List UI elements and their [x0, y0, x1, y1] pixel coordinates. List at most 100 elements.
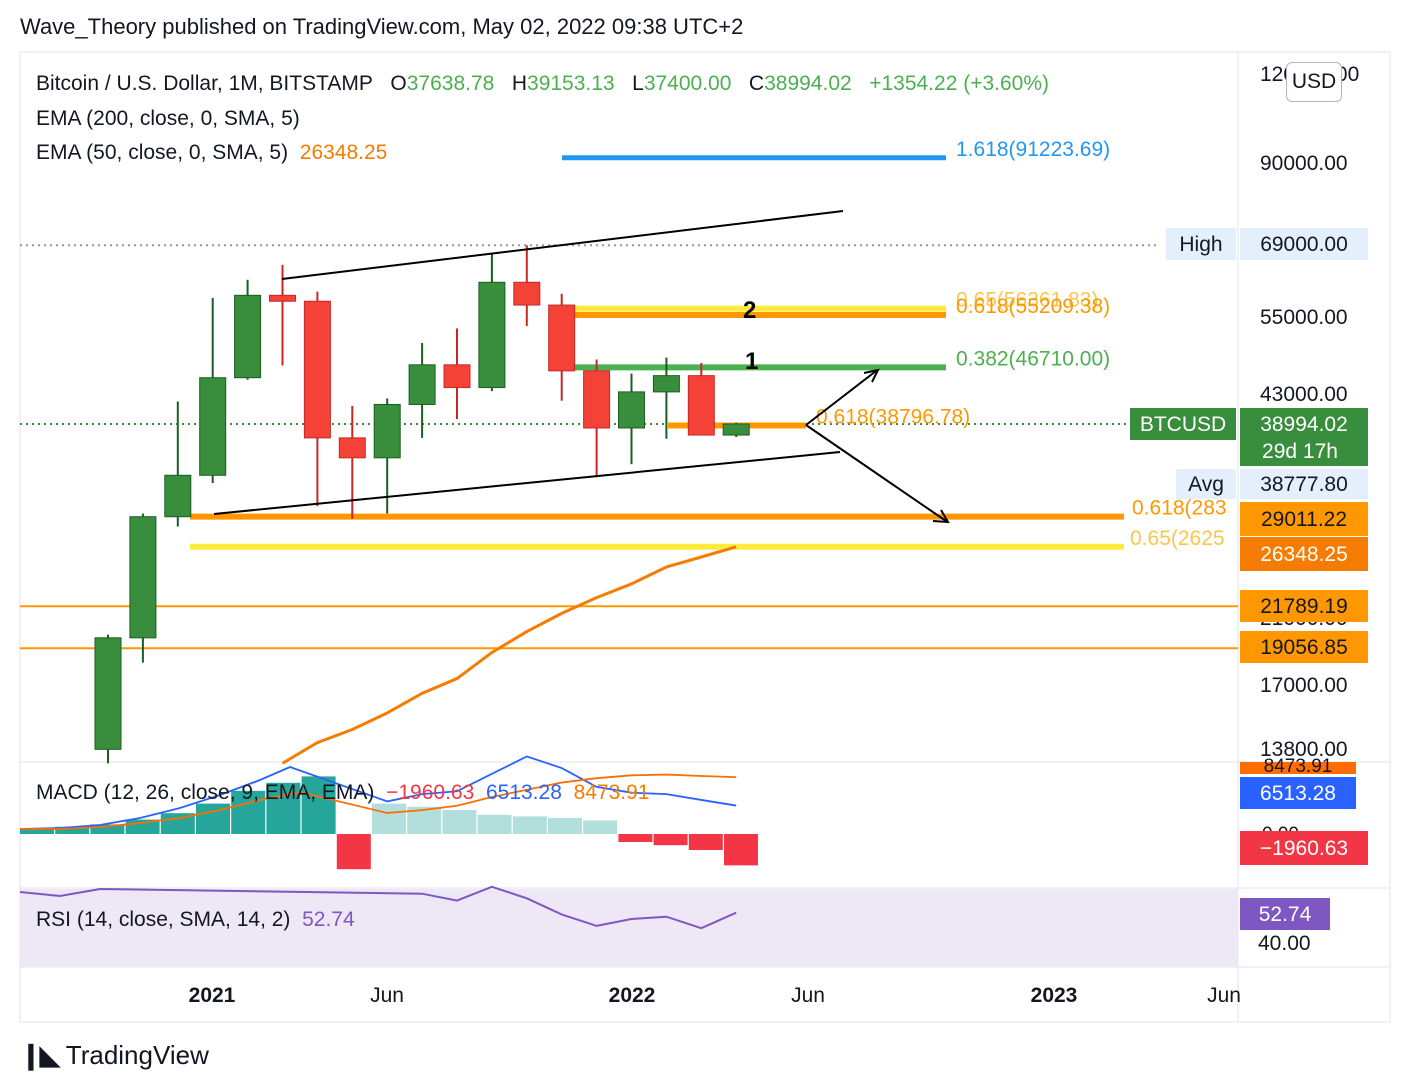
high-tag-box [1166, 228, 1236, 260]
avg-tag-box [1176, 469, 1236, 499]
macd-pane[interactable] [19, 755, 758, 870]
macd-histogram-bar-13 [477, 814, 512, 834]
candle-body-3 [199, 377, 227, 476]
macd-histogram-bar-18 [653, 834, 688, 846]
rsi-line [19, 885, 737, 930]
symbol-tag-text: BTCUSD [1140, 413, 1226, 436]
currency-button[interactable]: USD [1286, 62, 1342, 102]
macd-signal-value: 8473.91 [573, 781, 650, 804]
macd-histogram-bar-12 [442, 810, 477, 834]
tradingview-footer: ❙◣ TradingView [20, 1040, 209, 1071]
candle-body-9 [408, 364, 436, 405]
low-value: 37400.00 [643, 72, 732, 95]
time-tick-4: 2023 [1031, 984, 1078, 1007]
ema50-label: EMA (50, close, 0, SMA, 5) [36, 141, 289, 164]
change-value: +1354.22 (+3.60%) [869, 72, 1050, 95]
macd-signal-tag-box [1240, 762, 1356, 774]
tradingview-logo-icon: ❙◣ [20, 1040, 60, 1070]
macd-histogram-bar-15 [548, 818, 582, 834]
hline-price-tag-0-text: 21789.19 [1260, 595, 1348, 618]
rsi-legend[interactable]: RSI (14, close, SMA, 14, 2) 52.74 [36, 908, 355, 932]
macd-line [19, 755, 737, 830]
time-tick-1: Jun [370, 984, 404, 1007]
time-tick-5: Jun [1207, 984, 1241, 1007]
ema50-legend[interactable]: EMA (50, close, 0, SMA, 5) 26348.25 [36, 141, 387, 165]
fib-label-2: 0.618(55209.38) [956, 295, 1110, 318]
ema50-price-tag-box [1240, 537, 1368, 571]
time-tick-0: 2021 [189, 984, 236, 1007]
avg-tag-text: Avg [1188, 473, 1224, 496]
high-label: H [511, 72, 528, 95]
close-value: 38994.02 [764, 72, 852, 95]
candle-body-16 [652, 375, 680, 393]
price-pane[interactable]: 1.618(91223.69) 0.65(56361.83)0.618(55209… [20, 138, 1238, 765]
candle-body-10 [443, 364, 471, 389]
symbol-tag-box [1130, 408, 1236, 440]
candle-body-8 [373, 403, 401, 459]
lower-trendline [213, 451, 841, 515]
macd-hist-tag-text: −1960.63 [1260, 837, 1348, 860]
price-tick-4: 43000.00 [1260, 383, 1348, 406]
price-tick-1: 90000.00 [1260, 152, 1348, 175]
upper-trendline [281, 210, 844, 280]
high-value-tag-box [1240, 228, 1368, 260]
macd-histogram-bar-16 [583, 820, 618, 834]
candle-body-11 [478, 281, 506, 389]
candle-body-6 [303, 300, 331, 439]
candle-body-0 [94, 637, 122, 750]
macd-histogram-bar-4 [160, 813, 195, 834]
macd-histogram-bar-20 [724, 834, 758, 866]
ema50-price-tag-text: 26348.25 [1260, 543, 1348, 566]
rsi-pane[interactable] [19, 885, 737, 930]
last-price-value: 38994.02 [1260, 413, 1348, 436]
fib-label-6: 0.65(2625 [1130, 527, 1225, 550]
hline-price-tag-1-text: 19056.85 [1260, 636, 1348, 659]
macd-histogram-bar-6 [231, 790, 266, 834]
hline-price-tag-0-box [1240, 590, 1368, 622]
macd-histogram-bar-17 [618, 834, 653, 842]
annotations: 12 [213, 210, 950, 524]
candle-body-4 [234, 294, 262, 379]
down-arrowhead [932, 509, 950, 524]
wave-label-2: 2 [743, 297, 756, 324]
macd-histogram-bar-8 [301, 776, 336, 834]
ema200-legend[interactable]: EMA (200, close, 0, SMA, 5) [36, 107, 300, 131]
macd-legend[interactable]: MACD (12, 26, close, 9, EMA, EMA) −1960.… [36, 781, 649, 805]
fib-label-0: 1.618(91223.69) [956, 138, 1110, 161]
fib-price-tag-box [1240, 502, 1368, 536]
macd-hist-tag-box [1240, 831, 1368, 865]
fib-label-1: 0.65(56361.83) [956, 289, 1098, 312]
price-tick-6: 17000.00 [1260, 674, 1348, 697]
rsi-background [20, 889, 1238, 966]
candle-body-18 [722, 423, 750, 436]
high-value: 39153.13 [527, 72, 615, 95]
candle-body-1 [129, 516, 157, 639]
high-tag-text: High [1179, 233, 1222, 256]
wave-label-1: 1 [745, 348, 758, 375]
fib-label-4: 0.618(38796.78) [816, 406, 970, 429]
candle-body-7 [338, 437, 366, 459]
down-arrow-line [805, 424, 947, 522]
symbol-legend[interactable]: Bitcoin / U.S. Dollar, 1M, BITSTAMP O376… [36, 72, 1049, 96]
fib-price-tag-text: 29011.22 [1261, 508, 1347, 531]
candle-body-5 [269, 294, 296, 302]
fib-label-3: 0.382(46710.00) [956, 347, 1110, 370]
time-tick-2: 2022 [609, 984, 656, 1007]
macd-histogram-bar-2 [90, 824, 125, 834]
candle-body-13 [548, 304, 576, 372]
high-value-tag-text: 69000.00 [1260, 233, 1348, 256]
open-label: O [390, 72, 407, 95]
candle-body-15 [618, 391, 645, 429]
symbol-name: Bitcoin / U.S. Dollar, 1M, BITSTAMP [36, 72, 373, 95]
macd-hist-value: −1960.63 [386, 781, 475, 804]
up-arrowhead [863, 368, 880, 383]
last-price-box-box [1240, 408, 1368, 466]
up-arrow-line [805, 370, 877, 426]
macd-line-tag-text: 6513.28 [1260, 782, 1336, 805]
macd-line-tag-box [1240, 777, 1356, 809]
rsi-tag-box [1240, 898, 1330, 930]
rsi-tick-40: 40.00 [1258, 932, 1311, 955]
chart-frame [19, 51, 1391, 1023]
low-label: L [632, 72, 644, 95]
